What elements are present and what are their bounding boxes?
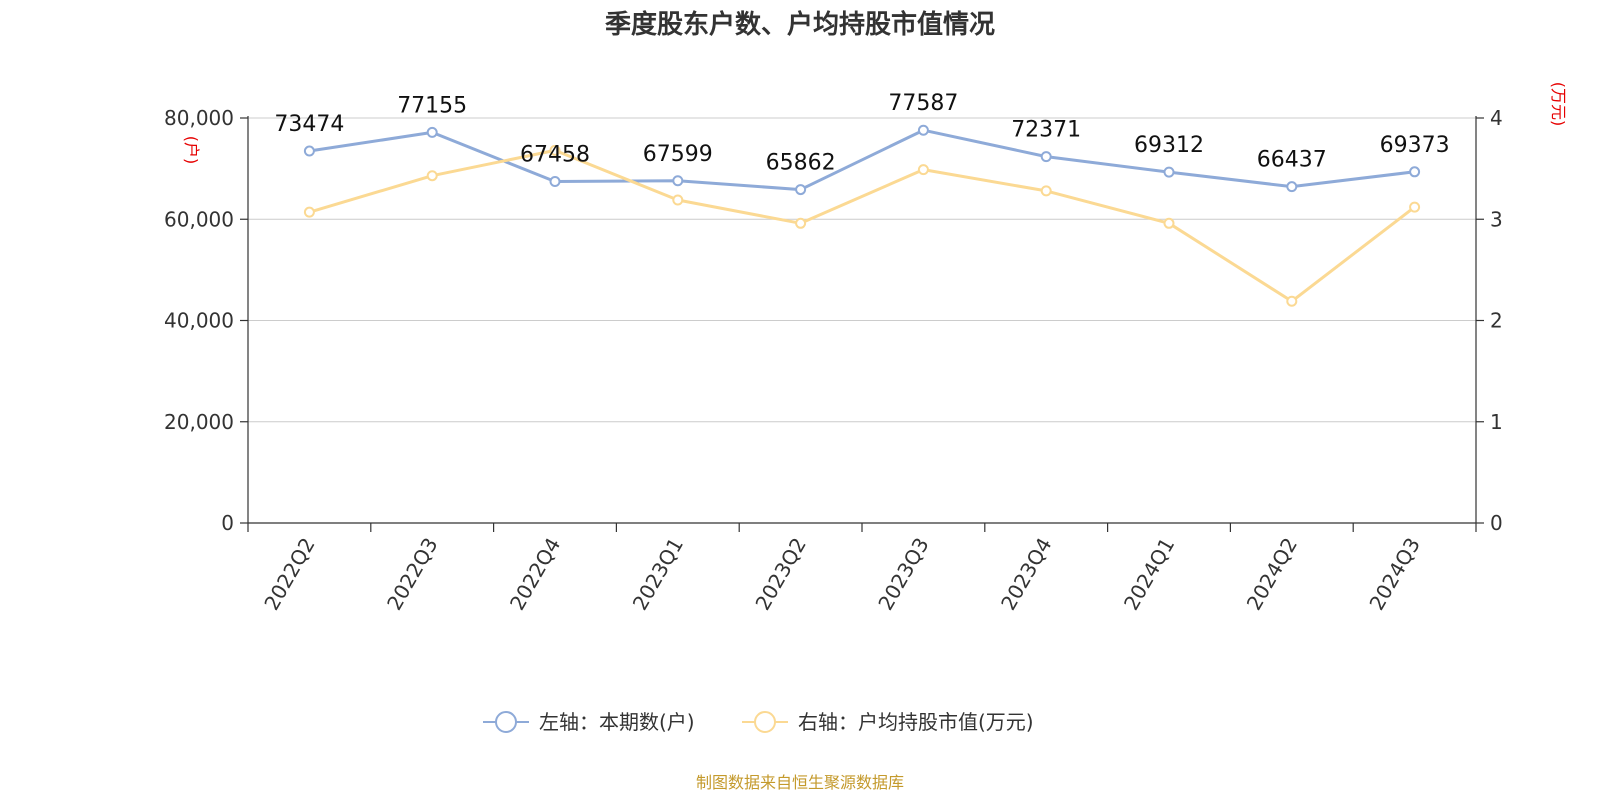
series-2-point [1163, 217, 1175, 229]
series-1-point [549, 175, 561, 187]
x-axis-tick-label: 2022Q2 [259, 534, 319, 615]
series-1-point [1409, 166, 1421, 178]
data-label: 67599 [643, 142, 713, 167]
left-axis-tick-label: 40,000 [164, 309, 234, 333]
series-2-point [672, 194, 684, 206]
left-axis-tick-label: 60,000 [164, 207, 234, 231]
series-2-point [1409, 201, 1421, 213]
data-label: 72371 [1011, 118, 1081, 143]
legend[interactable]: 左轴：本期数(户) 右轴：户均持股市值(万元) [483, 710, 1034, 734]
series-line-1 [309, 128, 1415, 192]
data-label: 66437 [1257, 148, 1327, 173]
axes: 0 20,000 40,000 60,000 80,000 0 1 2 3 4 2022Q2 2022… [164, 106, 1503, 614]
data-label: 73474 [274, 112, 344, 137]
legend-label: 右轴：户均持股市值(万元) [798, 710, 1034, 734]
chart-title: 季度股东户数、户均持股市值情况 [605, 9, 995, 40]
series-1-point [426, 126, 438, 138]
x-axis-tick-label: 2024Q1 [1119, 534, 1179, 615]
x-axis-tick-label: 2023Q4 [996, 534, 1056, 615]
grid-lines [248, 117, 1476, 423]
data-label: 77587 [888, 91, 958, 116]
right-axis-tick-label: 1 [1490, 410, 1503, 434]
x-axis-tick-label: 2022Q4 [505, 534, 565, 615]
right-axis-unit: (万元) [1549, 82, 1568, 127]
series-2-point [917, 164, 929, 176]
right-axis-tick-label: 3 [1490, 207, 1503, 231]
series-line-2 [308, 148, 1416, 303]
legend-swatch-marker [754, 711, 776, 733]
series-lines [303, 124, 1421, 307]
series-1-point [795, 184, 807, 196]
left-axis-tick-label: 80,000 [164, 106, 234, 130]
series-1-point [1286, 181, 1298, 193]
data-label: 67458 [520, 142, 590, 167]
left-axis-tick-label: 20,000 [164, 410, 234, 434]
series-2-point [1040, 185, 1052, 197]
x-axis-tick-label: 2023Q1 [628, 534, 688, 615]
legend-swatch-marker [495, 711, 517, 733]
left-axis-unit: (户) [182, 136, 201, 165]
data-labels: 73474 77155 67458 67599 65862 77587 72371 69312… [274, 91, 1449, 175]
data-label: 77155 [397, 93, 467, 118]
legend-label: 左轴：本期数(户) [539, 710, 695, 734]
right-axis-tick-label: 2 [1490, 309, 1503, 333]
series-1-point [1163, 166, 1175, 178]
series-1-point [917, 124, 929, 136]
series-1-point [303, 145, 315, 157]
data-label: 69373 [1380, 133, 1450, 158]
source-note: 制图数据来自恒生聚源数据库 [696, 773, 904, 792]
right-axis-tick-label: 0 [1490, 511, 1503, 535]
right-axis-tick-label: 4 [1490, 106, 1503, 130]
series-2-point [549, 144, 561, 156]
series-2-point [795, 217, 807, 229]
series-1-point [672, 175, 684, 187]
x-axis-tick-label: 2023Q3 [873, 534, 933, 615]
series-2-point [426, 170, 438, 182]
series-2-point [303, 206, 315, 218]
data-label: 65862 [766, 151, 836, 176]
x-axis-tick-label: 2023Q2 [750, 534, 810, 615]
series-2-point [1286, 295, 1298, 307]
data-label: 69312 [1134, 133, 1204, 158]
left-axis-tick-label: 0 [221, 511, 234, 535]
x-axis-tick-label: 2024Q2 [1242, 534, 1302, 615]
series-1-point [1040, 151, 1052, 163]
x-axis-tick-label: 2024Q3 [1364, 534, 1424, 615]
x-axis-tick-label: 2022Q3 [382, 534, 442, 615]
